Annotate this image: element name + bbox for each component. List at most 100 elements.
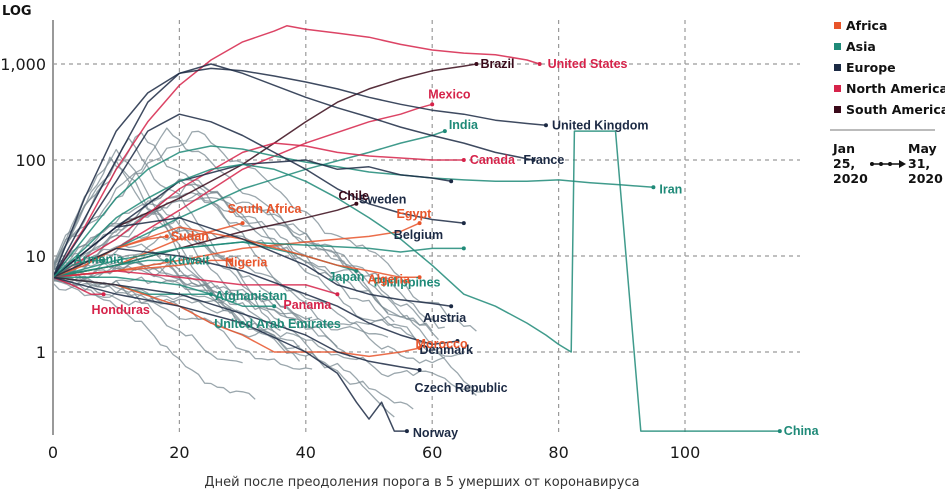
series-label-norway: Norway [413,426,458,440]
date-end-year: 2020 [908,171,943,186]
y-tick-label: 100 [15,151,46,170]
series-end-dot-nigeria [227,258,232,263]
series-end-dot-iran [651,185,656,190]
date-start-day: 25, [833,156,855,171]
series-label-india: India [449,118,479,132]
background-series-line [52,256,301,362]
series-label-chile: Chile [338,189,369,203]
series-end-dot-united-states [537,62,542,66]
x-tick-label: 20 [169,443,189,462]
series-line-mexico [52,103,433,278]
series-label-iran: Iran [659,182,682,196]
series-end-dot-united-kingdom [543,123,548,128]
background-series-line [52,277,477,396]
x-tick-labels: 0 20 40 60 80 100 [48,443,700,462]
series-end-dot-honduras [101,292,106,297]
legend-swatch [834,106,841,113]
date-start-year: 2020 [833,171,868,186]
series-label-panama: Panama [283,298,332,312]
series-line-philippines [52,241,464,279]
series-lines [52,25,782,434]
series-line-honduras [52,276,104,295]
series-line-morocco [52,276,420,358]
series-end-dot-egypt [417,221,422,226]
date-end-day: 31, [908,156,930,171]
series-end-dot-canada [461,158,466,162]
series-end-dot-south-africa [240,221,245,226]
y-tick-label: 1,000 [0,55,46,74]
legend-item-europe[interactable]: Europe [834,60,896,75]
x-tick-label: 60 [422,443,442,462]
legend-item-asia[interactable]: Asia [834,39,876,54]
background-series-line [52,257,395,418]
series-end-dot-czech-republic [417,367,422,372]
background-series-line [52,130,477,332]
x-axis-title: Дней после преодоления порога в 5 умерши… [204,475,639,490]
series-end-dot-sudan [164,234,169,239]
legend-item-africa[interactable]: Africa [834,18,887,33]
series-label-afghanistan: Afghanistan [215,289,287,303]
series-label-china: China [784,424,820,438]
background-series-line [52,214,433,332]
series-label-united-arab-emirates: United Arab Emirates [214,317,341,331]
series-end-dot-panama [335,292,340,297]
series-line-norway [52,276,407,432]
series-label-canada: Canada [470,153,516,167]
series-labels: United States Brazil Mexico United Kingdom I… [74,57,820,440]
legend-label: Europe [846,60,896,75]
legend-label: South America [846,102,945,117]
series-end-dot-japan [354,268,359,273]
series-line-sweden [52,159,452,278]
date-end-month: May [908,141,937,156]
date-range: Jan 25, 2020 May 31, 2020 [832,141,943,186]
legend: Africa Asia Europe North America South Ameri… [834,18,945,117]
series-end-dot-mexico [430,102,435,107]
grid [53,20,800,435]
background-series-line [52,276,395,329]
series-line-china [52,130,780,432]
series-end-dot-kuwait [164,258,169,263]
background-series-line [52,178,439,341]
series-end-dot-united-arab-emirates [272,304,277,309]
series-end-dot-france [531,158,536,162]
background-series-line [52,192,445,329]
x-tick-label: 80 [548,443,568,462]
background-series-line [52,178,427,345]
series-line-denmark [52,247,458,346]
series-end-dot-india [442,129,447,134]
legend-swatch [834,43,841,50]
series-label-united-states: United States [548,57,628,71]
background-series-line [52,226,446,364]
legend-item-north-america[interactable]: North America [834,81,945,96]
y-tick-label: 1 [36,343,46,362]
series-line-brazil [52,63,477,278]
background-series-line [52,263,300,350]
series-end-dot-sweden [449,179,454,184]
series-end-dot-china [777,429,782,434]
legend-swatch [834,22,841,29]
series-line-armenia [52,259,104,278]
legend-item-south-america[interactable]: South America [834,102,945,117]
series-line-belgium [52,113,464,278]
series-line-canada [52,142,464,278]
legend-label: North America [846,81,945,96]
scale-label: LOG [2,4,32,19]
background-series-line [52,264,389,338]
series-line-united-states [52,25,540,278]
series-line-austria [52,217,452,307]
series-label-south-africa: South Africa [228,202,303,216]
series-end-dot-armenia [101,258,106,263]
date-arrow-icon [870,160,906,168]
series-label-egypt: Egypt [397,207,433,221]
background-series [52,127,483,418]
series-label-brazil: Brazil [480,57,514,71]
series-end-dot-chile [354,201,359,206]
series-line-united-arab-emirates [53,276,275,307]
date-start-month: Jan [832,141,855,156]
y-tick-label: 10 [26,247,46,266]
legend-label: Africa [846,18,887,33]
x-tick-label: 100 [670,443,701,462]
series-label-japan: Japan [328,270,364,284]
legend-swatch [834,64,841,71]
series-label-nigeria: Nigeria [225,255,268,269]
